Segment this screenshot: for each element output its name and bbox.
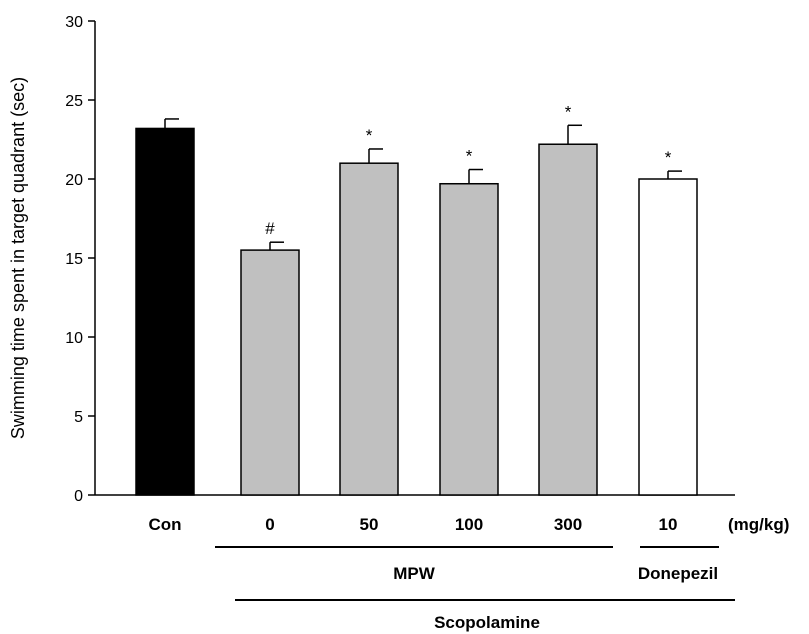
- unit-label: (mg/kg): [728, 515, 789, 534]
- group-label: Donepezil: [638, 564, 718, 583]
- significance-mark: *: [366, 126, 373, 145]
- axes: 0 5 10 15 20 25 30: [65, 14, 735, 505]
- y-tick-label: 5: [74, 409, 83, 426]
- bars: [135, 118, 698, 496]
- y-axis-label: Swimming time spent in target quadrant (…: [8, 77, 28, 439]
- significance-mark: *: [565, 102, 572, 121]
- x-tick-label: 0: [265, 515, 274, 534]
- significance-mark: *: [466, 147, 473, 166]
- bar-300: [538, 143, 598, 496]
- y-tick-label: 10: [65, 330, 83, 347]
- bar-10: [638, 178, 698, 496]
- x-tick-label: 300: [554, 515, 582, 534]
- y-tick-label: 15: [65, 251, 83, 268]
- group-label: MPW: [393, 564, 436, 583]
- bar-Con: [135, 127, 195, 496]
- labels: Con #0 * 50 * 100 * 300 * 10 MPW Donepezil Scopolami…: [148, 102, 735, 632]
- bar-50: [339, 162, 399, 496]
- significance-mark: *: [665, 148, 672, 167]
- bar-0: [240, 249, 300, 496]
- bar-100: [439, 182, 499, 496]
- x-tick-label: Con: [148, 515, 181, 534]
- y-tick-label: 25: [65, 93, 83, 110]
- y-tick-label: 30: [65, 14, 83, 31]
- x-tick-label: 100: [455, 515, 483, 534]
- y-tick-label: 0: [74, 488, 83, 505]
- y-tick-label: 20: [65, 172, 83, 189]
- x-tick-label: 10: [659, 515, 678, 534]
- x-tick-label: 50: [360, 515, 379, 534]
- significance-mark: #: [265, 219, 275, 238]
- group-label: Scopolamine: [434, 613, 540, 632]
